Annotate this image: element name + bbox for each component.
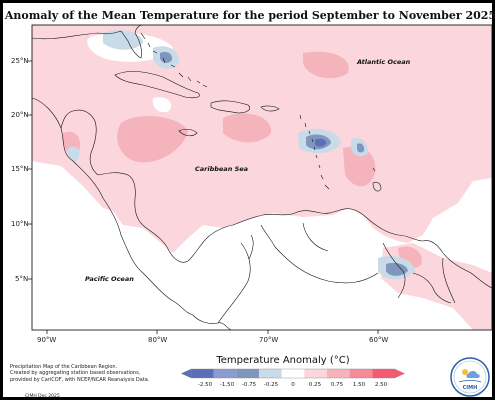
map-canvas: 25°N 20°N 15°N 10°N 5°N 90°W 80°W 70°W 6… bbox=[11, 24, 493, 388]
colorbar-tick-label: 1.50 bbox=[353, 382, 366, 388]
colorbar-tick-label: 0.75 bbox=[331, 382, 344, 388]
colorbar-swatch bbox=[304, 369, 327, 378]
lat-label-5: 5°N bbox=[15, 275, 28, 283]
colorbar-swatch bbox=[372, 369, 395, 378]
colorbar-swatch bbox=[236, 369, 259, 378]
colorbar-tick-label: -0.25 bbox=[264, 382, 279, 388]
cimh-logo: CIMH bbox=[450, 357, 490, 397]
colorbar-swatch bbox=[259, 369, 282, 378]
lat-label-10: 10°N bbox=[11, 220, 29, 228]
lon-label-80: 80°W bbox=[148, 336, 167, 344]
colorbar-tick-label: 0.25 bbox=[309, 382, 322, 388]
colorbar-tick-label: -0.75 bbox=[242, 382, 257, 388]
credit-line-3: provided by CariCOF, with NCEP/NCAR Rean… bbox=[10, 376, 150, 383]
coastlines bbox=[32, 25, 492, 330]
colorbar-tick-label: 0 bbox=[291, 382, 295, 388]
credit-text: Precipitation Map of the Caribbean Regio… bbox=[10, 364, 185, 383]
atlantic-ocean-label: Atlantic Ocean bbox=[356, 58, 411, 66]
anomaly-field bbox=[32, 25, 492, 330]
colorbar-tick-label: -2.50 bbox=[198, 382, 213, 388]
colorbar-tick-label: 2.50 bbox=[375, 382, 388, 388]
credit-line-1: Precipitation Map of the Caribbean Regio… bbox=[10, 364, 118, 370]
colorbar-tick-label: -1.50 bbox=[220, 382, 235, 388]
sun-icon bbox=[462, 369, 468, 375]
legend-title: Temperature Anomaly (°C) bbox=[216, 355, 350, 366]
lon-label-70: 70°W bbox=[259, 336, 278, 344]
caribbean-sea-label: Caribbean Sea bbox=[195, 165, 248, 173]
colorbar-swatch bbox=[327, 369, 350, 378]
colorbar-min-arrow bbox=[181, 369, 191, 378]
lat-label-25: 25°N bbox=[11, 57, 29, 65]
credit-line-2: Created by aggregating station based obs… bbox=[10, 370, 141, 377]
lat-label-15: 15°N bbox=[11, 165, 29, 173]
colorbar: -2.50 -1.50 -0.75 -0.25 0 0.25 0.75 1.50 2.50 bbox=[181, 368, 405, 388]
logo-text: CIMH bbox=[463, 385, 478, 391]
colorbar-max-arrow bbox=[395, 369, 405, 378]
colorbar-swatch bbox=[213, 369, 237, 378]
warm-patch bbox=[117, 116, 188, 163]
colorbar-swatch bbox=[191, 369, 214, 378]
colorbar-swatch bbox=[281, 369, 305, 378]
lat-label-20: 20°N bbox=[11, 111, 29, 119]
lon-label-90: 90°W bbox=[37, 336, 56, 344]
map-border bbox=[31, 24, 493, 331]
pacific-ocean-label: Pacific Ocean bbox=[85, 275, 134, 283]
cloud-icon bbox=[466, 371, 480, 378]
credit-date: CIMH Dec 2025 bbox=[25, 394, 60, 399]
colorbar-swatch bbox=[349, 369, 373, 378]
map-title: Anomaly of the Mean Temperature for the … bbox=[4, 9, 495, 22]
lon-label-60: 60°W bbox=[369, 336, 388, 344]
